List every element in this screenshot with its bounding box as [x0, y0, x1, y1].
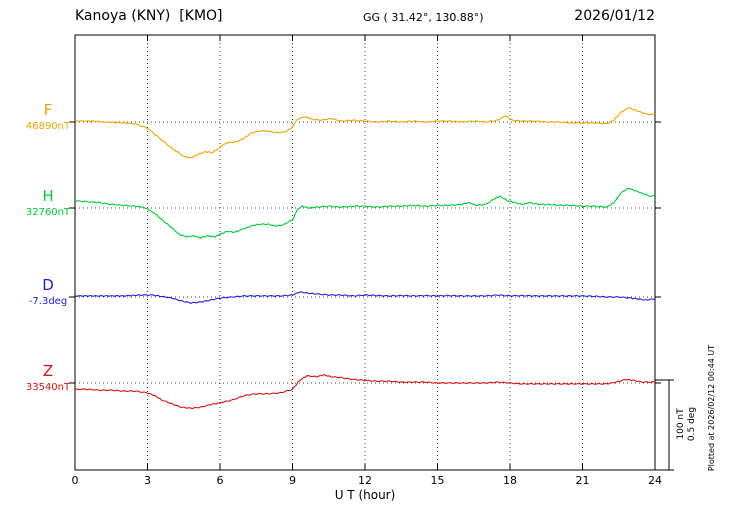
- component-baseline-value-D: -7.3deg: [28, 296, 68, 307]
- x-tick-label: 12: [358, 474, 372, 487]
- x-tick-label: 0: [71, 474, 79, 487]
- station-title: Kanoya (KNY) [KMO]: [75, 8, 223, 24]
- component-baseline-value-Z: 33540nT: [25, 382, 71, 393]
- x-tick-label: 9: [289, 474, 296, 487]
- x-tick-label: 18: [503, 474, 517, 487]
- component-label-F: F: [43, 101, 53, 119]
- component-label-H: H: [42, 187, 54, 205]
- component-label-D: D: [42, 276, 54, 294]
- x-tick-label: 24: [648, 474, 662, 487]
- scale-bar-nt-label: 100 nT: [676, 408, 686, 440]
- x-axis-label: U T (hour): [334, 488, 396, 502]
- trace-D: [74, 291, 656, 304]
- x-tick-label: 3: [144, 474, 151, 487]
- x-tick-label: 21: [575, 474, 590, 487]
- x-tick-label: 6: [216, 474, 224, 487]
- scale-bar-deg-label: 0.5 deg: [687, 406, 697, 442]
- trace-Z: [74, 374, 656, 410]
- plot-date: 2026/01/12: [574, 8, 655, 24]
- component-baseline-value-H: 32760nT: [25, 207, 71, 218]
- x-tick-label: 15: [430, 474, 445, 487]
- plotted-at-note: Plotted at 2026/02/12 00:44 UT: [707, 344, 716, 472]
- plot-border: [74, 34, 656, 471]
- component-label-Z: Z: [42, 362, 54, 380]
- trace-F: [74, 107, 656, 159]
- geographic-coordinates: GG ( 31.42°, 130.88°): [363, 11, 484, 24]
- scale-bar-label: 100 nT 0.5 deg: [676, 389, 698, 459]
- component-baseline-value-F: 46890nT: [25, 121, 71, 132]
- trace-H: [74, 187, 656, 239]
